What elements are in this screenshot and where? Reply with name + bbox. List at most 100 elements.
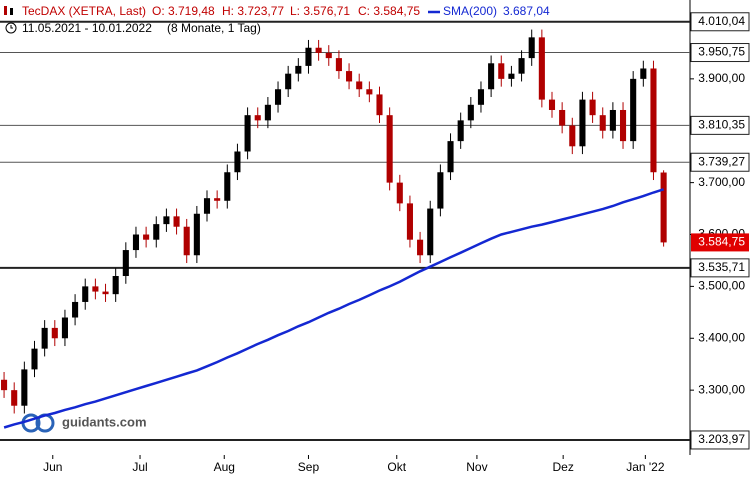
candle-body [386, 115, 393, 183]
candle-body [203, 198, 211, 214]
candle-body [619, 109, 627, 142]
candle-body [214, 198, 221, 201]
candle-body [153, 224, 160, 240]
x-tick-label: Jan '22 [626, 460, 665, 474]
candle-body [630, 78, 637, 142]
level-box [690, 12, 750, 32]
period: 11.05.2021 - 10.01.2022 [22, 21, 152, 35]
candle-body [112, 276, 119, 295]
level-box [690, 43, 750, 63]
level-box [690, 152, 750, 172]
level-label: 3.810,35 [698, 118, 745, 132]
ohlc-high: H: 3.723,77 [222, 4, 284, 18]
candle-body [498, 63, 505, 79]
x-tick-label: Jun [43, 460, 62, 474]
candle-body [356, 81, 363, 90]
candle-body [61, 317, 68, 339]
candle-body [1, 379, 8, 391]
candle-body [132, 234, 140, 251]
candle-body [295, 65, 302, 74]
last-price-box [691, 233, 749, 252]
candle-body [477, 89, 485, 105]
candle-body [366, 89, 373, 95]
candle-body [143, 234, 150, 240]
candle-body [102, 291, 109, 295]
candle-body [538, 37, 545, 100]
candle-body [72, 301, 79, 318]
candle-body [346, 71, 353, 82]
icon [4, 6, 7, 15]
candle-body [548, 99, 556, 110]
candle-body [254, 115, 261, 121]
ohlc-close: C: 3.584,75 [358, 4, 420, 18]
level-box [690, 430, 750, 450]
candle-body [518, 58, 525, 74]
legend-label: SMA(200) [443, 4, 497, 18]
candle-body [82, 286, 89, 302]
candle-body [315, 47, 322, 53]
candle-body [325, 52, 332, 59]
level-box [690, 258, 750, 278]
candle-body [41, 327, 48, 349]
candle-body [488, 63, 495, 90]
candle-body [335, 58, 342, 72]
candle-body [234, 151, 241, 173]
instrument: TecDAX (XETRA, Last) [22, 4, 146, 18]
sma-line [3, 188, 664, 429]
level-label: 3.203,97 [698, 432, 745, 446]
candle-body [51, 327, 58, 339]
y-tick-label: 3.700,00 [698, 175, 745, 189]
candle-body [163, 216, 170, 225]
clock-icon [5, 22, 17, 34]
candle-body [447, 141, 454, 173]
period-note: (8 Monate, 1 Tag) [167, 21, 261, 35]
candle-body [11, 390, 18, 406]
candle-body [569, 125, 576, 147]
icon [10, 8, 13, 15]
y-tick-label: 3.500,00 [698, 279, 745, 293]
candle-body [437, 172, 444, 209]
x-tick-label: Aug [214, 460, 235, 474]
header: TecDAX (XETRA, Last) O: 3.719,48 H: 3.72… [4, 4, 550, 35]
candle-body [122, 250, 129, 277]
candle-body [508, 73, 515, 79]
y-tick-label: 3.300,00 [698, 382, 745, 396]
candle-body [457, 120, 464, 142]
candle-body [609, 109, 616, 131]
last-price-label: 3.584,75 [698, 235, 745, 249]
candle-body [650, 68, 657, 173]
candle-body [589, 99, 596, 116]
candle-body [193, 213, 200, 256]
candle-body [467, 104, 474, 121]
x-tick-label: Okt [387, 460, 406, 474]
clock-icon [10, 25, 13, 29]
candle-body [274, 89, 282, 105]
candle-body [406, 203, 413, 240]
candle-body [173, 216, 180, 227]
x-tick-label: Sep [298, 460, 320, 474]
candle-body [244, 115, 251, 152]
candle-body [417, 239, 424, 256]
level-label: 3.950,75 [698, 45, 745, 59]
level-label: 3.535,71 [698, 260, 745, 274]
candle-body [305, 47, 312, 66]
candle-body [528, 37, 535, 59]
candle-body [264, 104, 271, 121]
candle-body [285, 73, 292, 90]
x-tick-label: Nov [466, 460, 487, 474]
candle-body [21, 369, 28, 406]
candle-body [396, 182, 403, 204]
watermark-text: guidants.com [62, 414, 147, 429]
candle-body [599, 115, 606, 131]
candle-body [376, 94, 383, 116]
level-label: 3.739,27 [698, 154, 745, 168]
candle-body [31, 348, 38, 370]
sma-value: 3.687,04 [503, 4, 550, 18]
ohlc-open: O: 3.719,48 [152, 4, 215, 18]
candle-body [92, 286, 99, 292]
candle-body [559, 109, 566, 126]
candle-body [427, 208, 434, 256]
candle-body [183, 226, 190, 256]
